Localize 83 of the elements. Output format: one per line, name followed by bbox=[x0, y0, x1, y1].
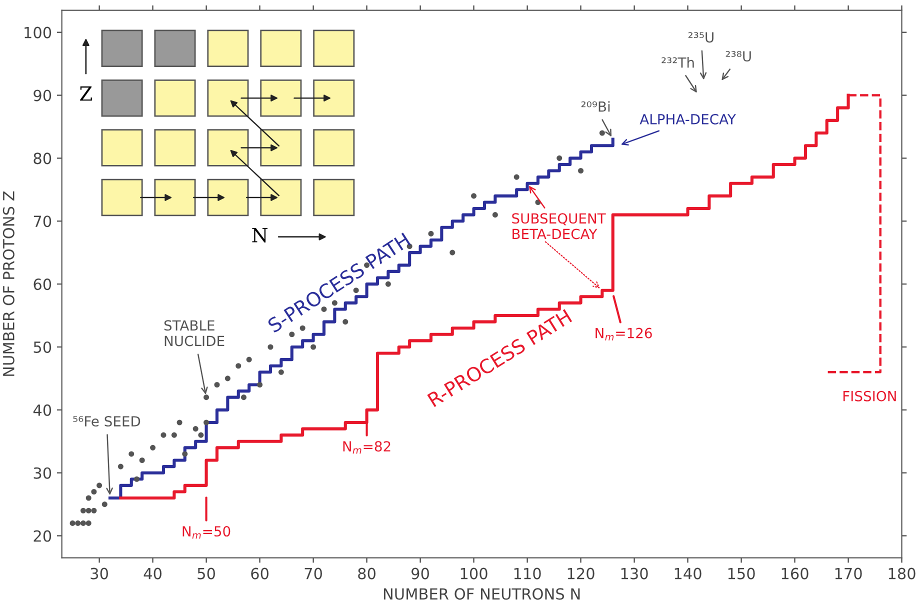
x-tick-label: 40 bbox=[144, 568, 162, 580]
point bbox=[246, 356, 252, 362]
point bbox=[128, 451, 134, 457]
annotation: N$_{m}$=126 bbox=[596, 328, 652, 340]
point bbox=[556, 155, 562, 161]
y-tick-label: 100 bbox=[24, 26, 52, 38]
x-tick-label: 60 bbox=[251, 568, 268, 580]
y-axis-title: NUMBER OF PROTONS Z bbox=[2, 191, 14, 376]
point bbox=[118, 464, 124, 470]
point bbox=[224, 376, 230, 382]
point bbox=[102, 502, 108, 508]
x-tick-label: 30 bbox=[90, 568, 108, 580]
point bbox=[91, 488, 97, 495]
point bbox=[471, 193, 477, 199]
x-tick-label: 120 bbox=[568, 568, 594, 580]
point bbox=[204, 394, 210, 400]
y-tick-label: 50 bbox=[34, 341, 52, 354]
annotation: N bbox=[252, 228, 268, 242]
x-tick-label: 70 bbox=[304, 568, 322, 580]
point bbox=[80, 508, 86, 514]
point bbox=[150, 444, 156, 450]
point bbox=[176, 420, 182, 426]
point bbox=[182, 451, 188, 457]
point bbox=[70, 520, 76, 526]
point bbox=[91, 508, 97, 514]
point bbox=[257, 382, 263, 388]
x-tick-label: 140 bbox=[674, 568, 702, 580]
point bbox=[385, 281, 391, 287]
annotation: SUBSEQUENT BETA-DECAY bbox=[512, 213, 606, 240]
point bbox=[86, 508, 92, 514]
x-tick-label: 90 bbox=[412, 568, 429, 580]
point bbox=[450, 250, 456, 256]
x-tick-label: 150 bbox=[728, 568, 755, 580]
y-tick-label: 20 bbox=[34, 530, 52, 542]
x-tick-label: 100 bbox=[460, 568, 488, 580]
point bbox=[75, 520, 81, 526]
y-tick-label: 60 bbox=[34, 278, 52, 290]
point bbox=[134, 476, 140, 482]
annotation: ²³²Th bbox=[662, 57, 694, 68]
y-tick-label: 90 bbox=[34, 90, 52, 102]
annotation: N$_{m}$=82 bbox=[343, 441, 390, 454]
point bbox=[86, 520, 92, 526]
annotation: N$_{m}$=50 bbox=[182, 526, 230, 539]
annotation: ⁵⁶Fe SEED bbox=[73, 416, 140, 427]
point bbox=[310, 344, 316, 350]
y-tick-label: 40 bbox=[33, 404, 52, 416]
point bbox=[80, 520, 86, 526]
point bbox=[428, 230, 434, 236]
x-axis-title: NUMBER OF NEUTRONS N bbox=[384, 588, 580, 600]
point bbox=[198, 432, 204, 438]
point bbox=[214, 382, 220, 388]
annotation: STABLE NUCLIDE bbox=[164, 320, 224, 346]
annotation: FISSION bbox=[843, 390, 896, 402]
y-tick-label: 80 bbox=[34, 152, 52, 164]
point bbox=[240, 394, 247, 400]
annotation: ²³⁵U bbox=[688, 32, 714, 43]
y-tick-label: 30 bbox=[34, 467, 52, 479]
y-tick-label: 70 bbox=[34, 216, 52, 228]
point bbox=[139, 457, 145, 464]
point bbox=[204, 420, 210, 426]
point bbox=[160, 432, 166, 438]
point bbox=[96, 482, 102, 488]
point bbox=[268, 344, 274, 350]
annotation: ALPHA-DECAY bbox=[640, 114, 736, 124]
point bbox=[578, 168, 584, 174]
point bbox=[492, 212, 498, 218]
x-tick-label: 110 bbox=[514, 568, 541, 580]
x-tick-label: 80 bbox=[358, 568, 376, 580]
annotation: Z bbox=[80, 86, 92, 101]
point bbox=[192, 426, 198, 432]
x-tick-label: 180 bbox=[888, 568, 916, 580]
annotation: ²³⁸U bbox=[726, 51, 751, 62]
x-tick-label: 160 bbox=[782, 568, 808, 580]
annotation: ²⁰⁹Bi bbox=[581, 101, 610, 112]
point bbox=[514, 174, 520, 180]
point bbox=[599, 130, 605, 136]
x-tick-label: 50 bbox=[198, 568, 215, 580]
point bbox=[86, 495, 92, 501]
point bbox=[171, 432, 177, 438]
point bbox=[278, 369, 284, 375]
x-tick-label: 130 bbox=[621, 568, 648, 580]
x-tick-label: 170 bbox=[835, 568, 862, 580]
point bbox=[236, 363, 242, 369]
